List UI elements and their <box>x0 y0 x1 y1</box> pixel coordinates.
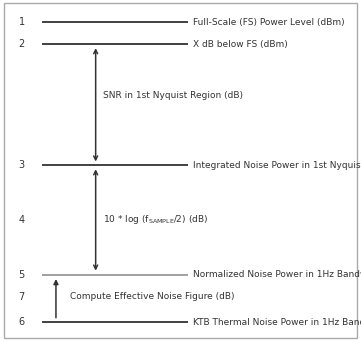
Text: KTB Thermal Noise Power in 1Hz Bandwidth (dBm): KTB Thermal Noise Power in 1Hz Bandwidth… <box>193 318 361 327</box>
Text: 7: 7 <box>18 292 25 302</box>
Text: 5: 5 <box>18 269 25 280</box>
Text: X dB below FS (dBm): X dB below FS (dBm) <box>193 40 288 49</box>
Text: 3: 3 <box>19 160 25 170</box>
Text: Compute Effective Noise Figure (dB): Compute Effective Noise Figure (dB) <box>70 292 235 301</box>
Text: Integrated Noise Power in 1st Nyquist Region (dBm): Integrated Noise Power in 1st Nyquist Re… <box>193 161 361 170</box>
Text: Full-Scale (FS) Power Level (dBm): Full-Scale (FS) Power Level (dBm) <box>193 18 345 27</box>
Text: 1: 1 <box>19 17 25 27</box>
Text: 6: 6 <box>19 317 25 327</box>
Text: SNR in 1st Nyquist Region (dB): SNR in 1st Nyquist Region (dB) <box>103 91 243 100</box>
Text: 4: 4 <box>19 215 25 225</box>
Text: 10 * log (f$_{\mathrm{SAMPLE}}$/2) (dB): 10 * log (f$_{\mathrm{SAMPLE}}$/2) (dB) <box>103 213 208 226</box>
Text: 2: 2 <box>18 39 25 49</box>
Text: Normalized Noise Power in 1Hz Bandwidth (dBm): Normalized Noise Power in 1Hz Bandwidth … <box>193 270 361 279</box>
